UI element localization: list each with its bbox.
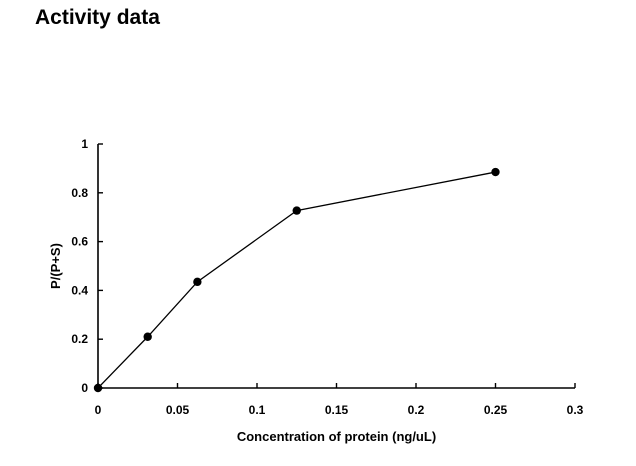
data-point (292, 206, 301, 215)
x-axis-title: Concentration of protein (ng/uL) (237, 429, 436, 444)
data-point (193, 277, 202, 287)
y-axis-ticks: 0 0.2 0.4 0.6 0.8 1 (71, 137, 103, 395)
x-tick-label: 0.15 (325, 403, 349, 417)
x-tick-label: 0.1 (249, 403, 266, 417)
x-axis-ticks: 0 0.05 0.1 0.15 0.2 0.25 0.3 (95, 383, 584, 417)
y-tick-label: 0.6 (71, 235, 88, 249)
x-tick-label: 0.3 (567, 403, 584, 417)
data-point (93, 383, 103, 393)
x-tick-label: 0.05 (166, 403, 190, 417)
y-tick-label: 0 (81, 381, 88, 395)
x-tick-label: 0.25 (484, 403, 508, 417)
page-title: Activity data (35, 6, 160, 29)
x-tick-label: 0.2 (408, 403, 425, 417)
chart-axes: 0 0.05 0.1 0.15 0.2 0.25 0.3 0 0.2 0.4 0.6 0.8 1 (71, 137, 583, 417)
data-point (491, 167, 500, 177)
series-layer (93, 167, 500, 393)
y-axis-title: P/(P+S) (48, 243, 63, 289)
y-tick-label: 1 (81, 137, 88, 151)
series-line (97, 171, 496, 389)
y-tick-label: 0.2 (71, 332, 88, 346)
data-point (143, 332, 152, 341)
y-tick-label: 0.4 (71, 283, 88, 297)
y-tick-label: 0.8 (71, 186, 88, 200)
x-tick-label: 0 (95, 403, 102, 417)
